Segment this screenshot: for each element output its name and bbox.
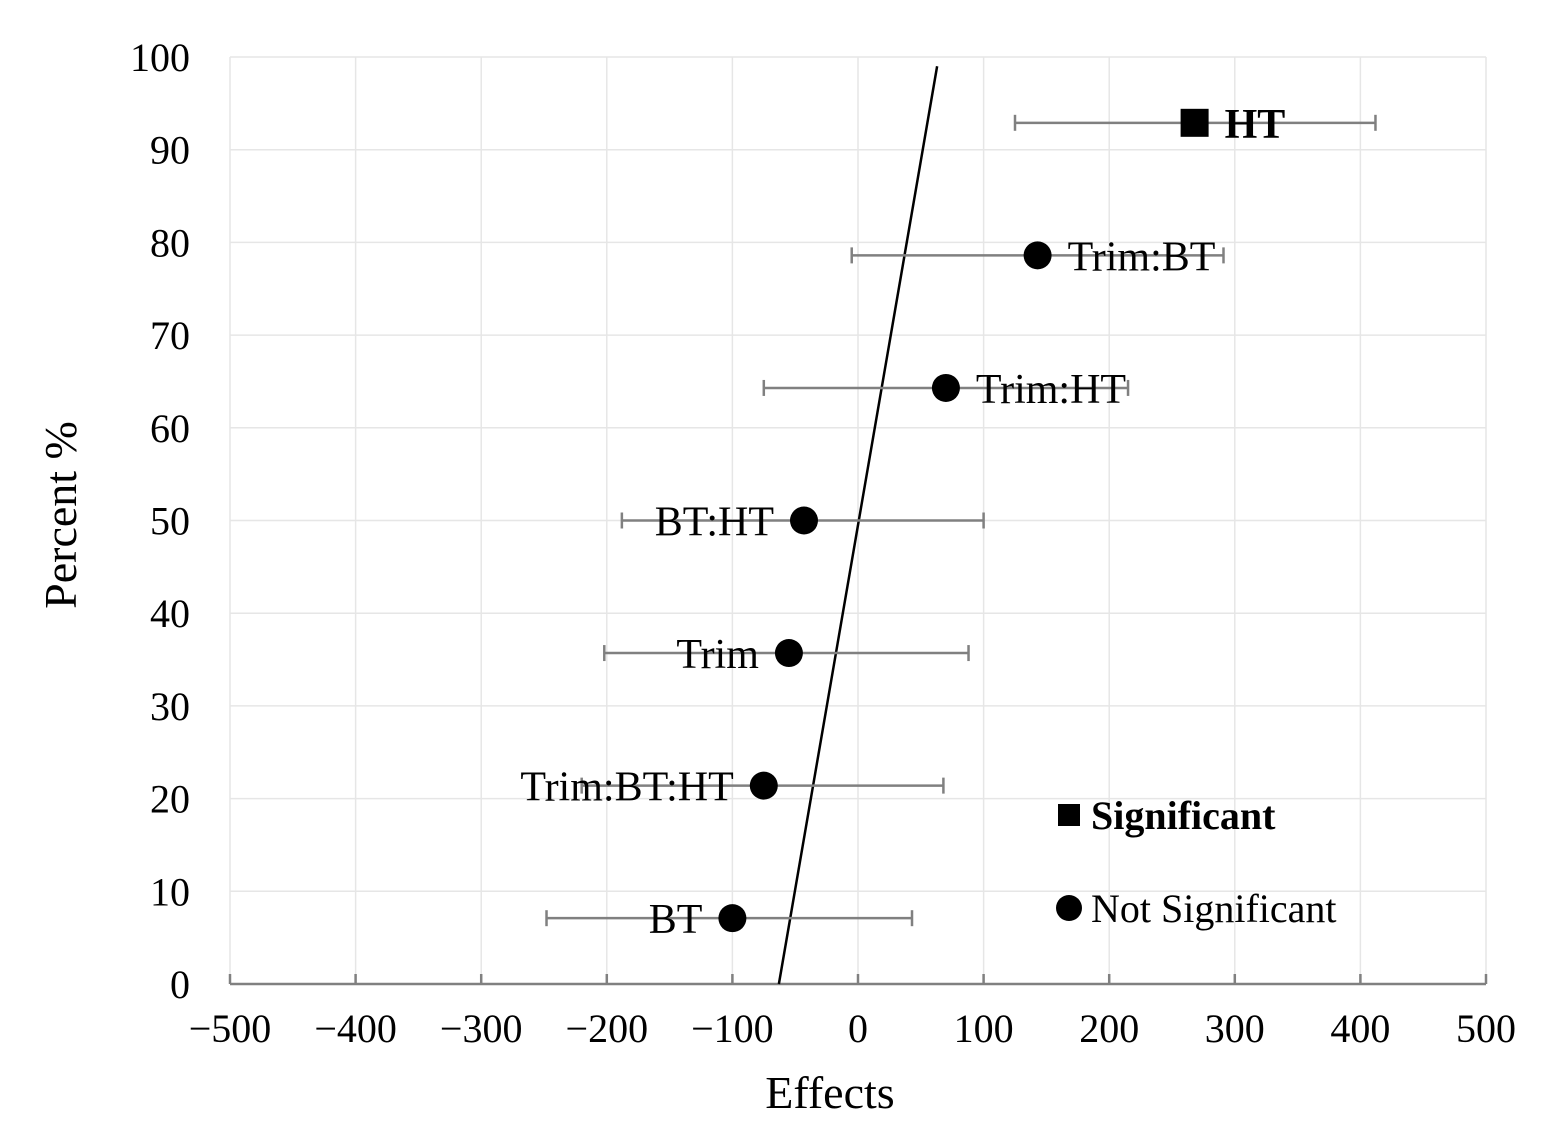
y-tick-label: 50 <box>150 499 190 544</box>
x-tick-label: −400 <box>314 1006 397 1051</box>
legend: Significant Not Significant <box>1056 793 1337 931</box>
x-tick-label: 0 <box>848 1006 868 1051</box>
x-tick-label: 300 <box>1205 1006 1265 1051</box>
reference-line <box>777 66 939 985</box>
y-tick-label: 70 <box>150 313 190 358</box>
y-tick-label: 80 <box>150 220 190 265</box>
data-point-circle <box>931 373 960 402</box>
data-point-square <box>1180 108 1209 137</box>
legend-marker-circle <box>1056 895 1082 921</box>
data-point-circle <box>774 639 803 668</box>
y-tick-label: 90 <box>150 128 190 173</box>
y-tick-label: 100 <box>130 35 190 80</box>
legend-label: Significant <box>1091 793 1276 838</box>
point-label: Trim:HT <box>976 367 1126 413</box>
y-tick-label: 60 <box>150 406 190 451</box>
y-tick-label: 40 <box>150 591 190 636</box>
y-tick-label: 10 <box>150 869 190 914</box>
x-axis-ticks: −500 −400 −300 −200 −100 0 100 200 300 400 500 <box>189 974 1516 1051</box>
data-points <box>718 108 1209 933</box>
point-label: HT <box>1225 102 1286 148</box>
x-tick-label: −200 <box>566 1006 649 1051</box>
data-point-circle <box>789 506 818 535</box>
x-tick-label: 500 <box>1456 1006 1516 1051</box>
legend-label: Not Significant <box>1091 886 1337 931</box>
point-label: BT:HT <box>655 500 774 546</box>
legend-marker-square <box>1058 804 1080 826</box>
y-axis-title: Percent % <box>35 421 86 609</box>
x-tick-label: 400 <box>1330 1006 1390 1051</box>
x-tick-label: −100 <box>691 1006 774 1051</box>
x-tick-label: 200 <box>1079 1006 1139 1051</box>
data-point-circle <box>749 771 778 800</box>
point-labels: HT Trim:BT Trim:HT BT:HT Trim Trim:BT:HT BT <box>520 102 1285 943</box>
data-point-circle <box>1023 241 1052 270</box>
data-point-circle <box>718 904 747 933</box>
x-axis-title: Effects <box>765 1067 894 1118</box>
x-tick-label: −500 <box>189 1006 272 1051</box>
point-label: BT <box>649 897 703 943</box>
point-label: Trim <box>676 632 759 678</box>
x-tick-label: −300 <box>440 1006 523 1051</box>
x-tick-label: 100 <box>954 1006 1014 1051</box>
y-axis-ticks: 0 10 20 30 40 50 60 70 80 90 100 <box>130 35 190 1007</box>
y-tick-label: 20 <box>150 777 190 822</box>
reference-line-group <box>777 66 939 985</box>
y-tick-label: 30 <box>150 684 190 729</box>
y-tick-label: 0 <box>170 962 190 1007</box>
point-label: Trim:BT <box>1068 234 1216 280</box>
point-label: Trim:BT:HT <box>520 765 733 811</box>
